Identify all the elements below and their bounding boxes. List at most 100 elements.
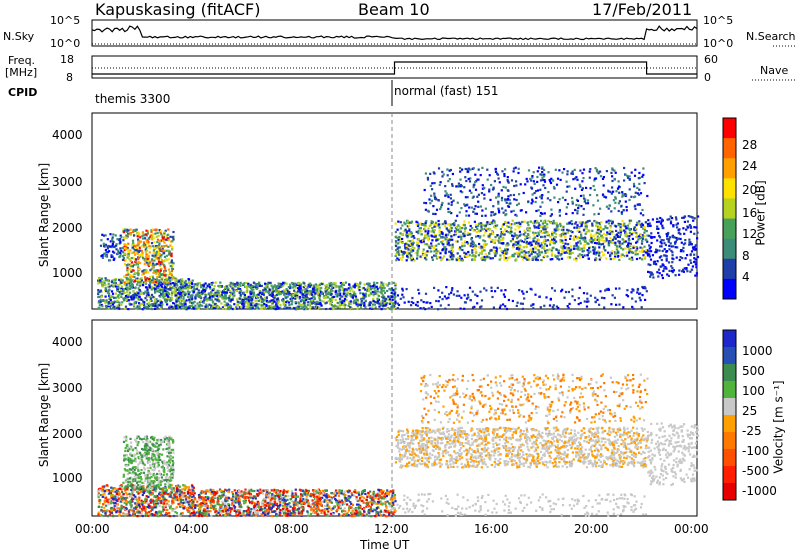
power-cell xyxy=(602,176,605,179)
power-cell xyxy=(324,290,327,293)
power-cell xyxy=(310,299,313,302)
power-cell xyxy=(161,276,164,279)
power-cell xyxy=(211,306,214,309)
power-cell xyxy=(458,230,461,233)
power-cell xyxy=(343,288,346,291)
power-cell xyxy=(500,189,503,192)
power-cell xyxy=(138,249,141,252)
power-cell xyxy=(583,300,586,303)
power-cell xyxy=(213,294,216,297)
power-cell xyxy=(494,224,497,227)
power-cell xyxy=(100,239,103,242)
power-cell xyxy=(498,239,501,242)
power-cell xyxy=(341,286,344,289)
power-cell xyxy=(477,222,481,225)
power-cell xyxy=(406,255,409,258)
power-cell xyxy=(446,174,449,177)
power-cell xyxy=(158,246,161,249)
power-cell xyxy=(601,193,605,196)
power-cell xyxy=(614,225,618,228)
power-cell xyxy=(142,291,145,294)
power-cell xyxy=(380,300,383,303)
power-cell xyxy=(162,290,165,293)
power-cell xyxy=(553,237,556,240)
power-cell xyxy=(257,299,260,302)
power-cell xyxy=(526,258,529,261)
power-cell xyxy=(256,306,259,309)
power-cell xyxy=(275,293,278,296)
power-cell xyxy=(467,250,470,254)
power-cell xyxy=(427,307,430,310)
power-cell xyxy=(482,244,485,247)
power-cell xyxy=(188,291,191,294)
power-cell xyxy=(287,286,290,289)
power-cell xyxy=(431,229,434,232)
power-cell xyxy=(191,297,194,300)
power-cell xyxy=(209,304,213,307)
power-cell xyxy=(526,228,530,231)
power-cell xyxy=(342,283,346,286)
power-cell xyxy=(390,300,393,304)
power-cell xyxy=(346,293,349,296)
cpid-mode-2: normal (fast) 151 xyxy=(394,84,499,98)
power-cell xyxy=(239,284,242,287)
power-cell xyxy=(145,249,149,252)
power-cell xyxy=(162,287,165,290)
power-cell xyxy=(441,222,445,226)
power-cell xyxy=(571,172,574,175)
power-cell xyxy=(347,304,350,307)
power-cell xyxy=(581,247,584,250)
power-cell xyxy=(507,221,510,224)
power-cell xyxy=(150,236,153,239)
power-cell xyxy=(605,239,608,242)
power-cell xyxy=(441,175,444,178)
power-cell xyxy=(292,286,295,289)
power-cell xyxy=(648,234,651,237)
power-cell xyxy=(318,299,322,302)
power-cell xyxy=(598,239,601,242)
power-cell xyxy=(477,200,480,203)
power-cell xyxy=(502,211,505,214)
power-cell xyxy=(499,228,502,231)
power-cell xyxy=(605,234,608,237)
power-cell xyxy=(120,303,123,306)
power-cell xyxy=(416,257,419,260)
power-cell xyxy=(546,255,549,258)
power-cell xyxy=(161,247,164,251)
power-cell xyxy=(500,199,504,202)
power-cell xyxy=(223,293,226,296)
power-cell xyxy=(239,305,242,308)
power-cell xyxy=(286,299,289,303)
power-cell xyxy=(111,303,115,306)
power-cell xyxy=(684,257,687,260)
power-cell xyxy=(598,246,601,249)
power-cell xyxy=(371,307,374,310)
power-cell xyxy=(145,261,148,264)
power-cell xyxy=(138,279,141,282)
power-cell xyxy=(496,234,499,237)
power-cell xyxy=(133,257,136,260)
power-cell xyxy=(396,236,399,239)
power-cell xyxy=(392,281,395,284)
power-cell xyxy=(168,284,171,287)
power-cell xyxy=(163,298,166,301)
power-cell xyxy=(438,231,441,234)
power-cell xyxy=(638,296,641,299)
power-cell xyxy=(550,213,553,216)
power-cell xyxy=(284,295,287,298)
velocity-colorbar-segment xyxy=(723,483,736,501)
power-cell xyxy=(574,247,577,250)
power-cell xyxy=(537,242,540,245)
power-cell xyxy=(107,290,110,293)
power-cell xyxy=(669,222,673,225)
power-cell xyxy=(394,287,397,290)
power-cell xyxy=(661,249,664,253)
power-cell xyxy=(296,305,299,308)
power-cell xyxy=(156,257,159,260)
power-cell xyxy=(209,293,212,296)
power-cell xyxy=(675,256,678,259)
power-cell xyxy=(607,232,610,235)
power-cell xyxy=(574,177,577,180)
power-cell xyxy=(581,180,584,183)
power-cell xyxy=(327,296,330,299)
